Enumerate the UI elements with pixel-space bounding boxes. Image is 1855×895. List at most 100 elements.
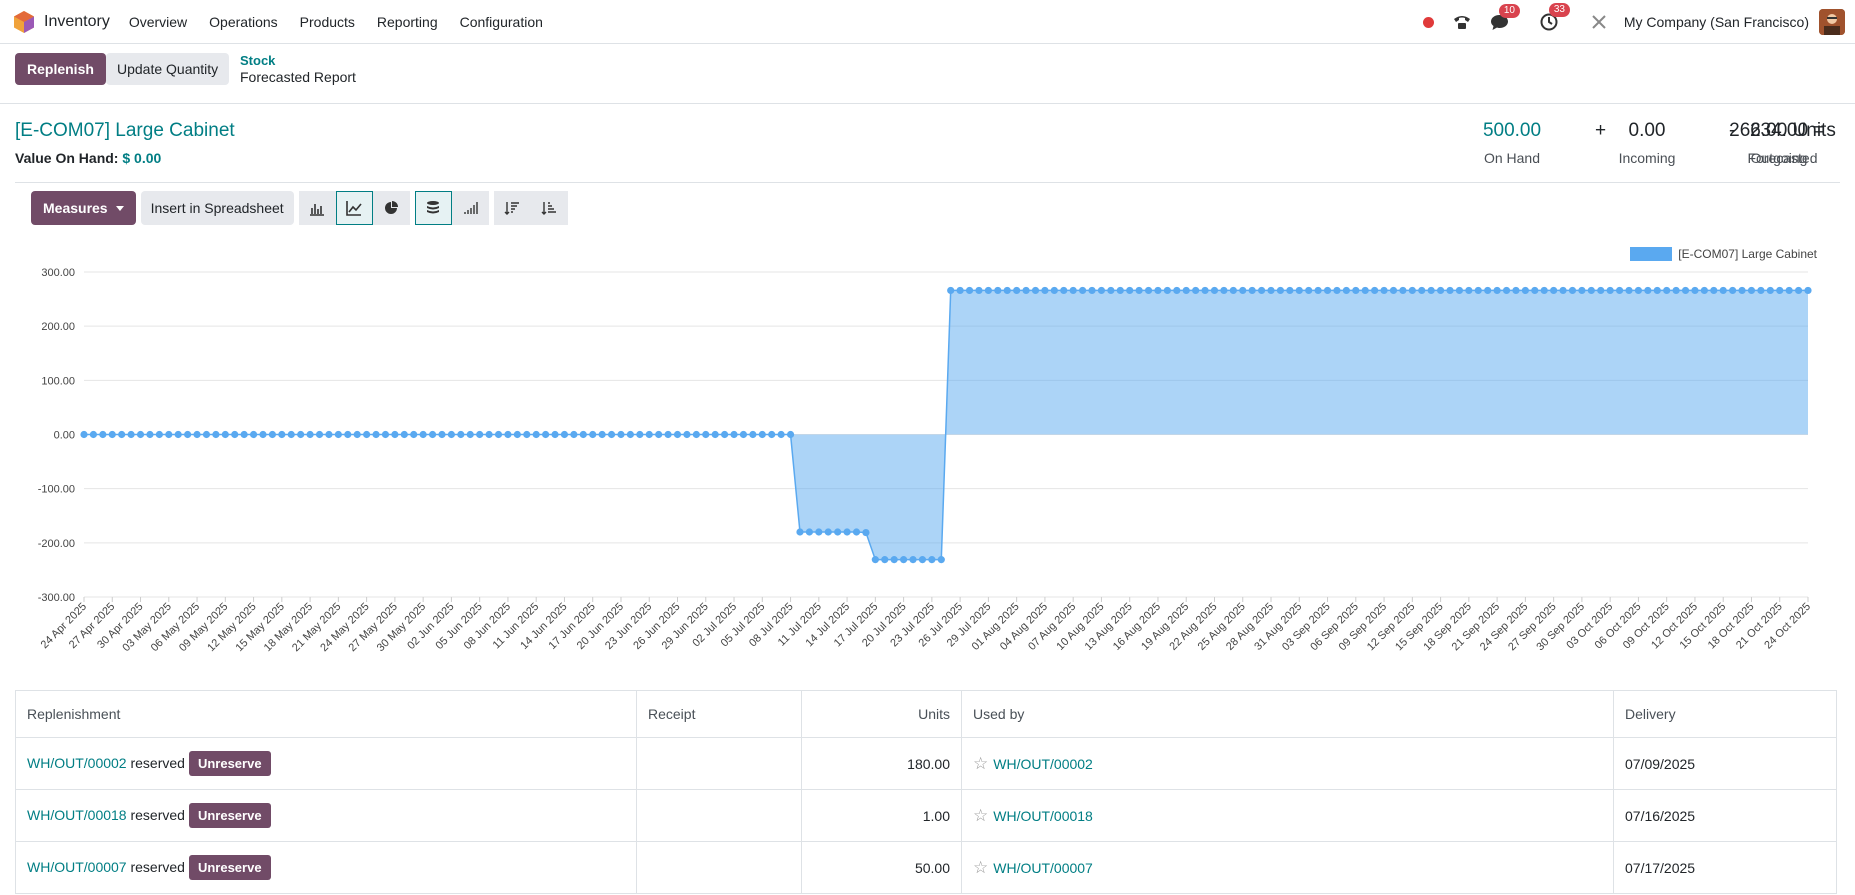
used-by-link[interactable]: WH/OUT/00002 [993,755,1093,772]
used-by-link[interactable]: WH/OUT/00018 [993,807,1093,824]
phone-icon[interactable] [1452,13,1472,31]
user-avatar[interactable] [1819,9,1845,35]
data-point [1691,286,1699,295]
data-point [1333,286,1341,295]
menu-reporting[interactable]: Reporting [376,13,438,30]
forecast-summary: 500.00 On Hand + 0.00 Incoming - 234.00 … [1295,120,1855,176]
inventory-app-icon[interactable] [14,10,34,33]
data-point [560,430,569,439]
kpi-on-hand[interactable]: 500.00 On Hand [1462,120,1562,166]
kpi-outgoing-value: 234.00 [1749,120,1809,141]
activities-icon[interactable]: 33 [1540,3,1570,31]
unreserve-button[interactable]: Unreserve [188,855,271,880]
data-point [249,430,258,439]
activities-badge: 33 [1548,3,1570,17]
replenishment-table: Replenishment Receipt Units Used by Deli… [15,690,1837,894]
data-point [513,430,521,439]
data-point [1352,286,1360,295]
data-point [212,430,220,439]
replenishment-link[interactable]: WH/OUT/00018 [27,807,127,823]
header-units: Units [801,690,962,738]
kpi-incoming-value: 0.00 [1628,120,1666,141]
delivery-cell: 07/17/2025 [1613,841,1837,894]
breadcrumb-stock[interactable]: Stock [240,53,276,68]
forecast-chart: [E-COM07] Large Cabinet 300.00 200.00 100.… [0,235,1855,675]
measures-label: Measures [43,200,108,216]
measures-dropdown[interactable]: Measures [31,191,136,225]
equals-operator: = [1813,120,1825,141]
data-point [1550,286,1558,295]
pie-chart-icon[interactable] [372,191,410,225]
data-point [739,430,748,439]
data-point [268,430,277,439]
update-quantity-button[interactable]: Update Quantity [106,53,230,85]
insert-in-spreadsheet-button[interactable]: Insert in Spreadsheet [140,191,294,225]
line-chart-icon[interactable] [335,191,373,225]
menu-overview[interactable]: Overview [128,13,188,30]
data-point [428,430,437,439]
data-point [1559,286,1567,295]
chart-legend[interactable]: [E-COM07] Large Cabinet [1630,247,1817,261]
data-point [749,430,757,439]
bar-chart-icon[interactable] [298,191,336,225]
caret-down-icon [115,205,124,211]
replenishment-link[interactable]: WH/OUT/00002 [27,755,127,771]
messages-icon[interactable]: 10 [1490,3,1520,31]
y-tick-label: 100.00 [41,375,75,387]
star-icon[interactable]: ☆ [973,805,989,825]
data-point [1163,286,1171,295]
data-point [485,430,493,439]
replenish-button[interactable]: Replenish [15,53,106,85]
y-tick-label: 300.00 [41,267,75,279]
data-point [136,430,145,439]
data-point [410,430,418,439]
data-point [1257,286,1266,295]
units-cell: 180.00 [801,737,962,790]
replenishment-link[interactable]: WH/OUT/00007 [27,859,127,875]
menu-configuration[interactable]: Configuration [459,13,543,30]
legend-label: [E-COM07] Large Cabinet [1678,247,1817,261]
star-icon[interactable]: ☆ [973,753,989,773]
sort-descending-icon[interactable] [493,191,531,225]
data-point [1446,286,1454,295]
data-point [655,430,663,439]
data-point [843,528,851,536]
data-point [1672,286,1680,295]
data-point [1587,286,1595,295]
header-delivery: Delivery [1613,690,1837,738]
data-point [1512,286,1520,295]
unreserve-button[interactable]: Unreserve [188,751,271,776]
used-by-cell: ☆ WH/OUT/00007 [961,841,1614,894]
cumulative-icon[interactable] [451,191,489,225]
unreserve-button[interactable]: Unreserve [188,803,271,828]
star-icon[interactable]: ☆ [973,857,989,877]
data-point [730,430,738,439]
data-point [334,430,342,439]
recording-indicator[interactable] [1422,16,1434,28]
used-by-link[interactable]: WH/OUT/00007 [993,859,1093,876]
chart-type-group [298,191,410,225]
app-name[interactable]: Inventory [44,12,110,30]
data-point [909,556,917,564]
data-point [287,430,295,439]
company-switcher[interactable]: My Company (San Francisco) [1623,14,1809,30]
data-point [1606,286,1614,295]
sort-ascending-icon[interactable] [530,191,568,225]
replenishment-cell: WH/OUT/00002 reserved Unreserve [15,737,637,790]
stacked-icon[interactable] [414,191,452,225]
data-point [1003,286,1011,295]
y-tick-label: -100.00 [38,484,75,496]
graph-toolbar: Measures Insert in Spreadsheet [31,191,568,225]
data-point [551,430,559,439]
data-point [146,430,154,439]
data-point [231,430,239,439]
data-point [1210,286,1219,295]
menu-products[interactable]: Products [299,13,355,30]
data-point [1050,286,1058,295]
menu-operations[interactable]: Operations [209,13,278,30]
debug-tools-icon[interactable] [1591,14,1607,30]
product-title[interactable]: [E-COM07] Large Cabinet [15,120,235,141]
data-point [702,430,710,439]
data-point [1474,286,1482,295]
data-point [1239,286,1247,295]
